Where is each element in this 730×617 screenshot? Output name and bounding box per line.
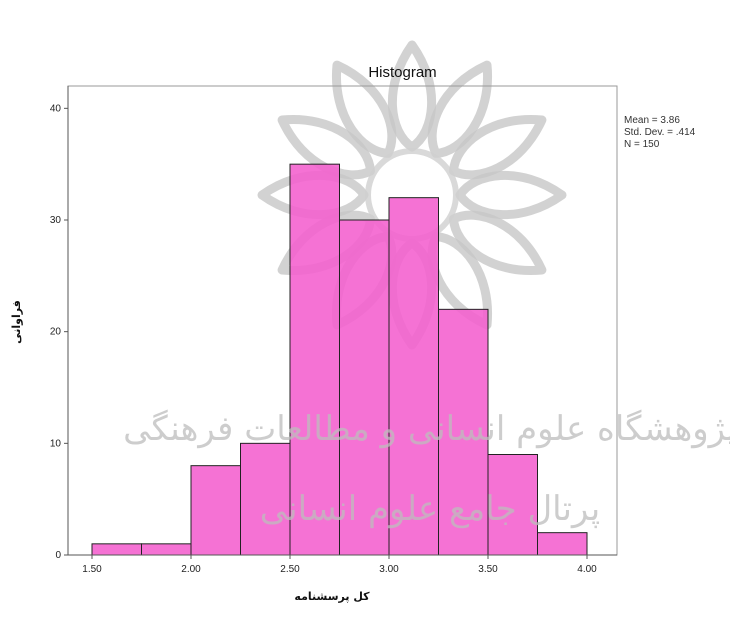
y-axis-title: فراوانی	[10, 300, 23, 344]
histogram-bar	[487, 454, 538, 556]
watermark-text-1: پژوهشگاه علوم انسانی و مطالعات فرهنگی	[123, 409, 730, 449]
x-tick-label: 4.00	[577, 564, 597, 575]
histogram-bar	[141, 543, 192, 556]
x-tick-label: 3.00	[379, 564, 399, 575]
y-tick-label: 30	[50, 215, 62, 226]
y-tick-label: 10	[50, 438, 62, 449]
stats-n: N = 150	[624, 139, 660, 150]
histogram-bar	[91, 543, 142, 556]
y-tick-label: 20	[50, 327, 62, 338]
x-tick-label: 3.50	[478, 564, 498, 575]
histogram-bar	[289, 163, 340, 556]
stats-std-dev: Std. Dev. = .414	[624, 127, 696, 138]
y-tick-label: 0	[55, 550, 61, 561]
x-tick-label: 2.50	[280, 564, 300, 575]
histogram-bar	[240, 442, 291, 556]
histogram-bar	[190, 465, 241, 556]
x-axis-title: کل پرسشنامه	[294, 590, 370, 603]
histogram-bar	[339, 219, 390, 556]
bars-group	[91, 163, 588, 556]
chart-title: Histogram	[368, 64, 436, 81]
x-tick-label: 2.00	[181, 564, 201, 575]
x-ticks-group: 1.50 2.00 2.50 3.00 3.50 4.00	[82, 555, 597, 575]
x-tick-label: 1.50	[82, 564, 102, 575]
y-ticks-group: 0 10 20 30 40	[50, 103, 68, 561]
histogram-bar	[438, 308, 489, 556]
watermark-text-2: پرتال جامع علوم انسانی	[260, 489, 600, 529]
y-tick-label: 40	[50, 103, 62, 114]
histogram-bar	[537, 532, 588, 556]
stats-mean: Mean = 3.86	[624, 115, 680, 126]
